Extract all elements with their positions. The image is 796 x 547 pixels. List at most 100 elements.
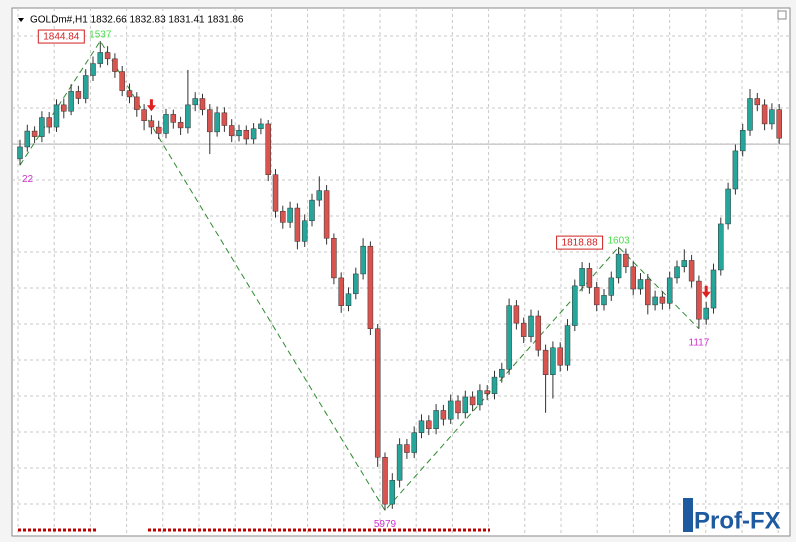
candle-body xyxy=(46,117,52,128)
candle-body xyxy=(112,58,118,72)
candle-body xyxy=(68,91,74,112)
candle-body xyxy=(177,122,184,129)
candle-body xyxy=(185,104,191,129)
candle-body xyxy=(104,52,111,60)
candle-body xyxy=(389,480,396,505)
candle-body xyxy=(353,273,359,295)
candle-body xyxy=(440,410,447,420)
candle-body xyxy=(674,266,680,279)
candle-body xyxy=(199,98,206,110)
candle-body xyxy=(258,123,264,129)
candle-body xyxy=(119,71,125,91)
candle-body xyxy=(761,104,768,125)
candle-body xyxy=(572,285,578,326)
candle-body xyxy=(586,268,593,288)
candle-body xyxy=(776,109,782,139)
candle-body xyxy=(155,126,162,134)
candle-body xyxy=(367,245,374,329)
candle-body xyxy=(411,432,417,453)
candle-body xyxy=(163,114,169,134)
candle-body xyxy=(31,130,38,137)
candle-body xyxy=(754,98,761,106)
grid xyxy=(12,8,790,536)
candle-body xyxy=(564,325,571,366)
zigzag-label: 1537 xyxy=(89,30,112,41)
candle-body xyxy=(462,396,469,414)
candle-body xyxy=(404,444,410,453)
candle-body xyxy=(323,190,330,239)
candle-body xyxy=(469,396,476,406)
candle-body xyxy=(455,400,461,414)
corner-box[interactable] xyxy=(777,10,787,20)
signal-arrow xyxy=(146,99,156,112)
candle-body xyxy=(243,130,250,140)
candle-body xyxy=(739,130,746,152)
candle-body xyxy=(309,199,315,222)
candle-body xyxy=(265,123,271,175)
price-label-box xyxy=(556,235,604,250)
candle-body xyxy=(732,150,739,190)
price-label: 1844.84 xyxy=(43,32,80,43)
candle-body xyxy=(520,322,527,337)
candle-body xyxy=(608,277,615,296)
candle-body xyxy=(192,98,198,106)
candle-body xyxy=(61,104,67,112)
candle-body xyxy=(280,210,286,223)
candle-body xyxy=(316,190,323,201)
candle-body xyxy=(250,128,257,140)
candle-body xyxy=(426,420,432,429)
candle-body xyxy=(688,260,695,282)
candle-body xyxy=(97,52,104,64)
candle-body xyxy=(513,305,520,324)
candle-body xyxy=(228,125,235,137)
candle-body xyxy=(374,328,381,458)
zigzag-label: 22 xyxy=(22,174,34,185)
candle-body xyxy=(499,368,505,378)
candle-body xyxy=(710,269,717,309)
logo-mark xyxy=(683,498,693,532)
candle-body xyxy=(82,75,89,99)
candle-body xyxy=(433,410,439,429)
candle-body xyxy=(491,376,498,395)
candle-body xyxy=(134,96,140,110)
chart-header: GOLDm#,H1 1832.66 1832.83 1831.41 1831.8… xyxy=(30,15,244,26)
candle-body xyxy=(579,268,585,287)
candle-body xyxy=(382,457,388,505)
candle-body xyxy=(53,104,60,128)
candle-body xyxy=(301,220,308,242)
candle-body xyxy=(659,296,666,304)
candle-body xyxy=(207,109,213,133)
candle-body xyxy=(645,279,651,306)
candle-body xyxy=(769,109,775,125)
candle-body xyxy=(535,315,542,351)
candle-body xyxy=(506,305,512,370)
candle-body xyxy=(75,91,82,99)
candle-body xyxy=(126,90,133,98)
candle-body xyxy=(221,112,228,126)
candle-body xyxy=(593,287,600,306)
candle-body xyxy=(331,237,337,279)
price-label-box xyxy=(37,29,85,44)
candle-body xyxy=(601,295,607,306)
candle-body xyxy=(557,347,563,366)
zigzag-label: 1117 xyxy=(689,337,710,348)
candle-body xyxy=(681,260,688,268)
candle-body xyxy=(528,315,534,337)
zigzag-label: 5979 xyxy=(374,519,397,530)
candle-body xyxy=(24,130,31,148)
zigzag-label: 1603 xyxy=(607,236,630,247)
menu-triangle[interactable] xyxy=(18,18,24,22)
candle-body xyxy=(542,349,549,375)
candle-body xyxy=(236,130,242,137)
candle-body xyxy=(623,253,629,268)
candle-body xyxy=(360,245,366,275)
candle-body xyxy=(338,277,344,306)
candle-body xyxy=(550,347,556,375)
candle-body xyxy=(718,223,724,271)
candle-body xyxy=(703,307,709,320)
candle-body xyxy=(630,266,636,290)
candle-body xyxy=(747,98,753,131)
candle-body xyxy=(287,207,293,223)
candle-body xyxy=(418,420,425,433)
